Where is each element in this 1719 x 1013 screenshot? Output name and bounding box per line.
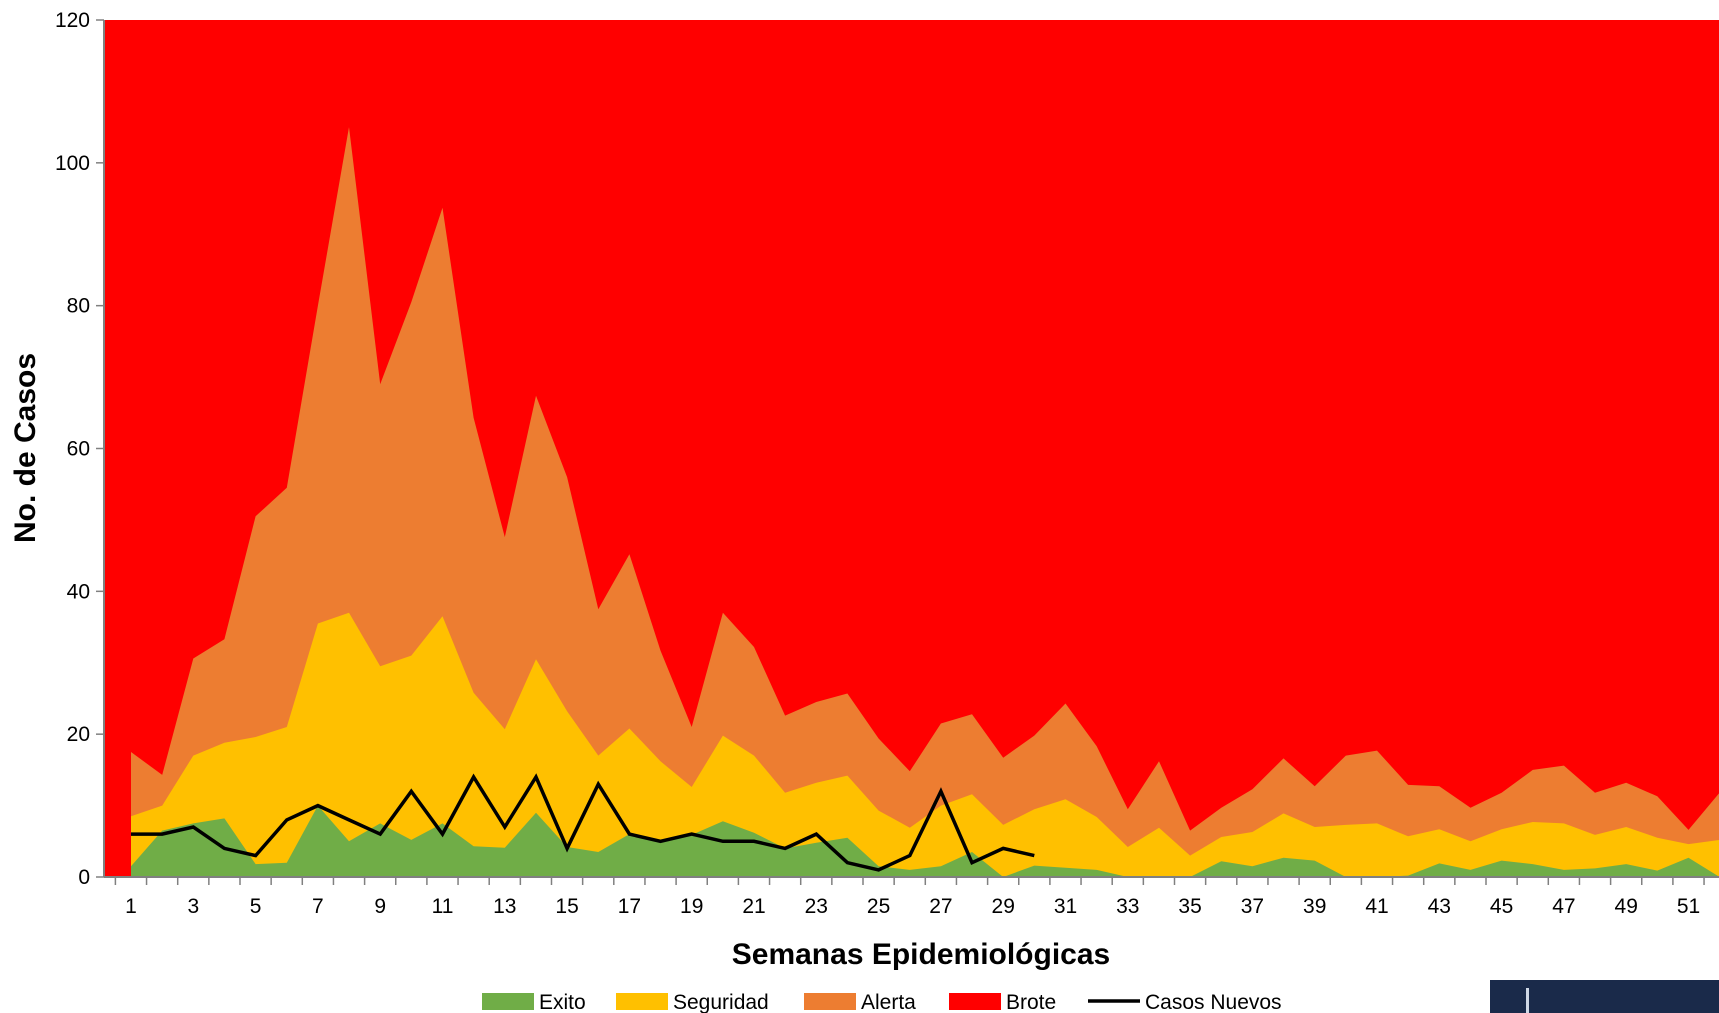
legend-swatch	[616, 993, 668, 1010]
x-tick-label: 43	[1428, 895, 1451, 918]
x-tick-label: 3	[187, 895, 199, 918]
legend-label: Alerta	[861, 991, 916, 1013]
x-tick-label: 29	[992, 895, 1015, 918]
y-tick-label: 60	[67, 438, 90, 461]
y-tick-label: 40	[67, 580, 90, 603]
x-tick-label: 11	[432, 895, 454, 918]
x-tick-label: 35	[1178, 895, 1201, 918]
x-tick-label: 27	[929, 895, 952, 918]
x-tick-label: 45	[1490, 895, 1513, 918]
legend-label: Brote	[1006, 991, 1056, 1013]
line-casos-nuevos	[131, 773, 1035, 872]
legend-swatch	[949, 993, 1001, 1010]
x-tick-label: 37	[1241, 895, 1264, 918]
x-tick-label: 13	[493, 895, 516, 918]
legend-item-alerta: Alerta	[804, 991, 916, 1013]
legend-swatch	[482, 993, 534, 1010]
x-axis-title: Semanas Epidemiológicas	[732, 938, 1110, 971]
y-tick-label: 80	[67, 295, 90, 318]
legend-label: Seguridad	[673, 991, 769, 1013]
plot-area	[104, 20, 1719, 877]
x-tick-label: 7	[312, 895, 324, 918]
legend-item-exito: Exito	[482, 991, 586, 1013]
legend-item-seguridad: Seguridad	[616, 991, 769, 1013]
legend-item-casos-nuevos: Casos Nuevos	[1088, 991, 1282, 1013]
y-tick-label: 0	[78, 866, 90, 889]
x-tick-label: 19	[680, 895, 703, 918]
x-tick-label: 25	[867, 895, 890, 918]
x-tick-label: 49	[1615, 895, 1638, 918]
area-exito	[131, 805, 1719, 877]
x-tick-label: 9	[374, 895, 386, 918]
x-tick-label: 33	[1116, 895, 1139, 918]
corner-logo	[1490, 980, 1719, 1013]
x-tick-label: 47	[1552, 895, 1575, 918]
y-tick-label: 100	[55, 152, 90, 175]
x-tick-label: 31	[1054, 895, 1077, 918]
x-tick-label: 15	[555, 895, 578, 918]
legend: Exito Seguridad Alerta Brote Casos Nuevos	[482, 991, 1282, 1013]
x-tick-label: 21	[742, 895, 765, 918]
x-tick-label: 39	[1303, 895, 1326, 918]
x-tick-label: 5	[250, 895, 262, 918]
y-tick-label: 20	[67, 723, 90, 746]
x-tick-label: 23	[805, 895, 828, 918]
x-tick-label: 17	[618, 895, 641, 918]
x-tick-label: 41	[1365, 895, 1388, 918]
legend-label: Exito	[539, 991, 586, 1013]
legend-swatch	[804, 993, 856, 1010]
y-axis-title: No. de Casos	[9, 353, 42, 543]
x-tick-label: 51	[1677, 895, 1700, 918]
area-seguridad	[131, 612, 1719, 877]
y-tick-label: 120	[55, 9, 90, 32]
legend-item-brote: Brote	[949, 991, 1056, 1013]
legend-label: Casos Nuevos	[1145, 991, 1282, 1013]
x-tick-label: 1	[125, 895, 137, 918]
